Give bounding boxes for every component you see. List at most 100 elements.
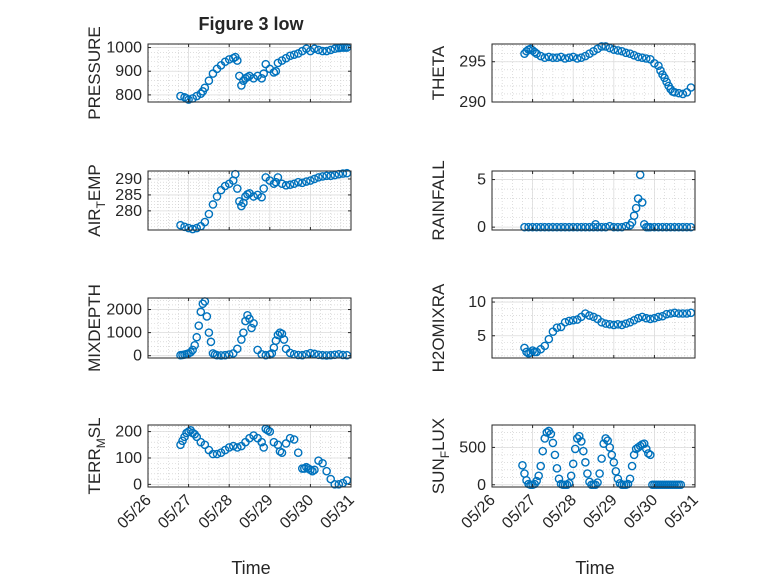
y-tick-label: 290 [115, 171, 142, 188]
data-point [627, 461, 637, 471]
y-tick-label: 5 [477, 328, 486, 345]
data-point [204, 209, 214, 219]
data-point [637, 198, 647, 207]
data-point [200, 440, 210, 450]
data-point [544, 52, 554, 62]
subplot-theta: 290 295 THETA [429, 42, 696, 111]
y-axis-label: PRESSURE [85, 26, 104, 120]
axes-box [147, 43, 352, 103]
data-point [621, 48, 631, 58]
data-point [216, 351, 226, 360]
y-axis-label: AIRTEMP [85, 164, 108, 237]
data-point [202, 312, 212, 321]
data-point [644, 449, 653, 458]
data-point [322, 46, 331, 56]
data-point [544, 334, 554, 344]
data-point [601, 222, 610, 232]
data-point [235, 196, 244, 206]
data-point [577, 53, 586, 62]
data-point [277, 329, 287, 339]
data-point [184, 223, 193, 233]
y-axis-label-main: TERR [85, 448, 104, 494]
data-point [536, 51, 546, 61]
data-point [568, 459, 578, 469]
data-point [314, 45, 323, 55]
axes-box [491, 170, 696, 231]
y-axis-label-main: H2OMIXRA [429, 283, 448, 372]
data-point [566, 471, 576, 481]
y-tick-label: 800 [115, 87, 142, 104]
data-point [544, 222, 554, 232]
data-point [631, 203, 641, 213]
data-point [646, 450, 655, 460]
data-point [285, 180, 295, 190]
data-point [310, 349, 319, 359]
data-point [637, 53, 647, 62]
y-tick-label: 900 [115, 63, 142, 80]
data-point [579, 446, 588, 456]
data-point [674, 309, 684, 318]
data-point [322, 171, 331, 181]
data-point [674, 88, 684, 98]
data-point [306, 465, 315, 475]
data-point [605, 319, 615, 329]
data-point [560, 54, 570, 63]
x-axis-label-left: Time [231, 558, 270, 578]
data-point [212, 192, 222, 201]
data-point [641, 54, 651, 63]
data-point [326, 350, 336, 360]
y-axis-label-main: RAINFALL [429, 160, 448, 240]
data-point [654, 312, 663, 322]
data-point [658, 311, 667, 321]
data-point [247, 323, 256, 333]
y-tick-label: 100 [115, 450, 142, 467]
data-point [520, 343, 529, 353]
data-point [552, 222, 562, 232]
y-tick-label: 2000 [106, 302, 142, 319]
data-point [259, 184, 269, 193]
data-point [338, 169, 348, 178]
data-point [285, 348, 295, 358]
data-point [682, 309, 692, 318]
data-point [607, 450, 617, 460]
data-point [176, 220, 185, 230]
data-point [536, 222, 546, 232]
data-point [568, 315, 578, 325]
data-point [601, 42, 610, 51]
y-axis-label-subscript: F [438, 451, 452, 458]
data-point [662, 309, 671, 319]
data-point [613, 319, 623, 329]
data-point [249, 319, 258, 328]
data-point [554, 474, 564, 484]
data-point [682, 222, 692, 232]
y-axis-label: TERRMSL [85, 417, 108, 494]
data-point [581, 222, 590, 232]
data-point [239, 328, 248, 337]
data-point [593, 478, 602, 487]
y-tick-label: 1000 [106, 40, 142, 57]
data-point [310, 44, 319, 54]
data-point [589, 312, 598, 322]
data-point [233, 56, 242, 65]
data-point [597, 222, 606, 232]
data-point [670, 88, 680, 97]
data-point [572, 54, 582, 63]
y-axis-label-main: SUN [429, 458, 448, 494]
y-axis-label: THETA [429, 45, 448, 100]
y-tick-label: 295 [459, 54, 486, 71]
data-point [279, 335, 289, 344]
data-point [650, 313, 659, 323]
axes-box [147, 297, 352, 359]
data-point [297, 178, 307, 188]
data-point [591, 480, 600, 490]
data-point [269, 179, 279, 189]
y-axis-label-main: THETA [429, 45, 448, 100]
data-point [637, 312, 647, 322]
data-point [334, 480, 344, 489]
data-point [330, 44, 340, 54]
data-point [540, 222, 550, 232]
